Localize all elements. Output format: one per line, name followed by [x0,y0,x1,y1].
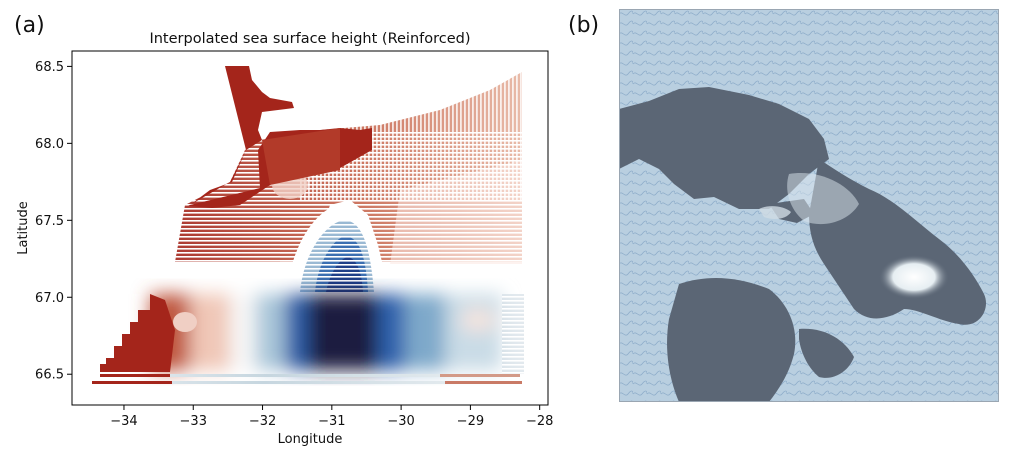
heatmap-bottom-rows [92,374,522,384]
panel-b-label: (b) [568,13,600,38]
panel-a-label: (a) [14,13,45,38]
heatmap-red-top [188,66,372,208]
heatmap-lower-block [100,294,524,374]
ice-patch [879,255,949,299]
chart-title: Interpolated sea surface height (Reinfor… [149,31,470,47]
x-tick-label: −31 [318,414,345,429]
y-tick-label: 68.5 [35,60,64,75]
x-tick-label: −29 [457,414,484,429]
x-tick-label: −30 [387,414,414,429]
x-tick-label: −34 [110,414,137,429]
y-tick-label: 68.0 [35,137,64,152]
x-tick-label: −33 [180,414,207,429]
y-tick-label: 67.5 [35,214,64,229]
heatmap-field [92,66,525,384]
plot-frame [71,50,549,406]
heatmap-upper-region [175,70,525,292]
x-tick-label: −32 [249,414,276,429]
y-tick-label: 66.5 [35,368,64,383]
y-tick-label: 67.0 [35,291,64,306]
y-axis-label: Latitude [16,201,31,255]
global-map-image [619,9,999,402]
x-axis-label: Longitude [278,432,343,447]
x-axis: −34 −33 −32 −31 −30 −29 −28 [110,405,553,429]
y-axis: 66.5 67.0 67.5 68.0 68.5 [35,60,72,383]
ssh-chart: Interpolated sea surface height (Reinfor… [16,31,553,447]
x-tick-label: −28 [526,414,553,429]
